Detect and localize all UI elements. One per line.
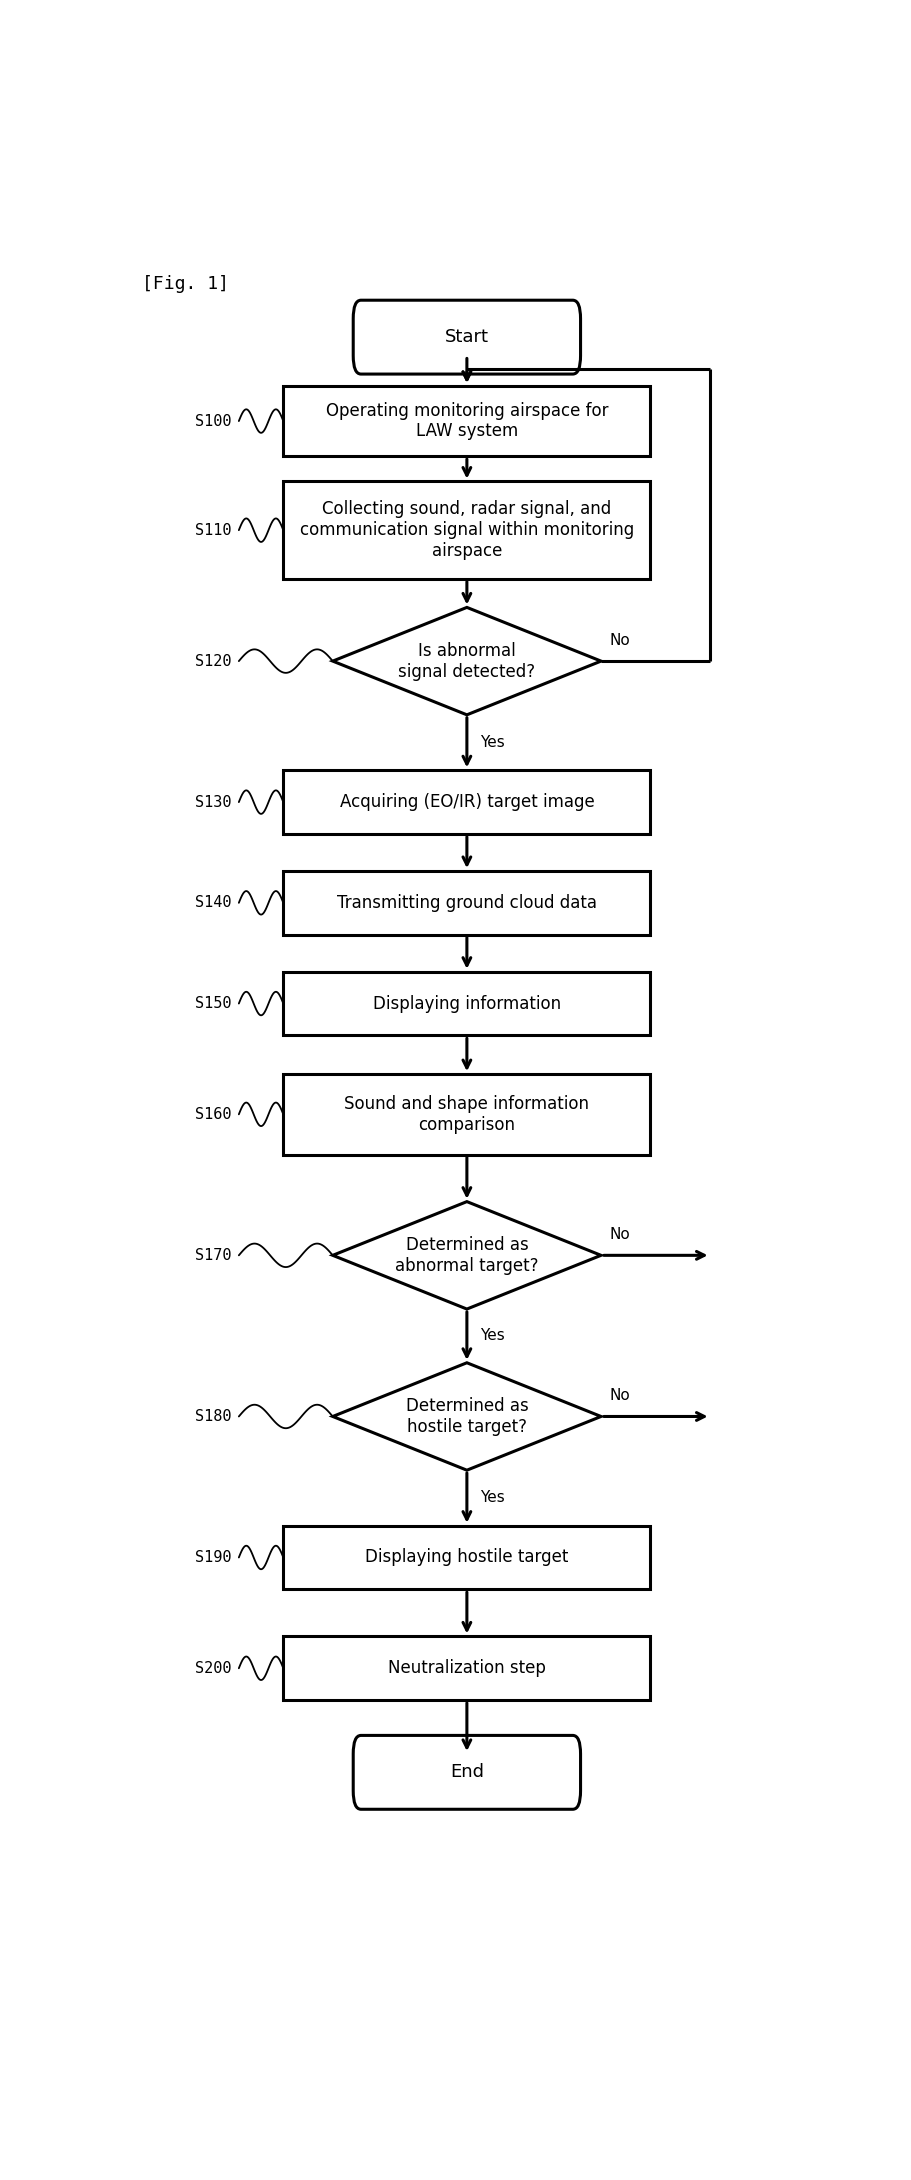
- Text: Transmitting ground cloud data: Transmitting ground cloud data: [337, 894, 597, 911]
- Text: Collecting sound, radar signal, and
communication signal within monitoring
airsp: Collecting sound, radar signal, and comm…: [300, 501, 634, 560]
- Text: Neutralization step: Neutralization step: [388, 1659, 546, 1676]
- Text: S120: S120: [195, 654, 231, 669]
- FancyBboxPatch shape: [353, 1735, 580, 1809]
- Polygon shape: [333, 1201, 601, 1308]
- Text: No: No: [609, 1227, 630, 1243]
- Bar: [283, 386, 650, 456]
- Bar: [283, 482, 650, 580]
- Bar: [283, 770, 650, 835]
- Bar: [283, 1526, 650, 1589]
- Bar: [283, 1637, 650, 1700]
- Text: [Fig. 1]: [Fig. 1]: [142, 275, 229, 292]
- Text: Displaying hostile target: Displaying hostile target: [365, 1548, 568, 1567]
- Text: Displaying information: Displaying information: [373, 994, 561, 1012]
- Text: Determined as
abnormal target?: Determined as abnormal target?: [395, 1236, 538, 1275]
- Text: Determined as
hostile target?: Determined as hostile target?: [405, 1397, 528, 1437]
- Text: Start: Start: [445, 329, 489, 347]
- Text: Yes: Yes: [479, 1491, 505, 1506]
- Text: Sound and shape information
comparison: Sound and shape information comparison: [344, 1094, 589, 1134]
- Text: S100: S100: [195, 414, 231, 429]
- Text: S180: S180: [195, 1408, 231, 1424]
- Text: Yes: Yes: [479, 735, 505, 750]
- Text: Is abnormal
signal detected?: Is abnormal signal detected?: [398, 641, 536, 680]
- Bar: [283, 972, 650, 1036]
- Text: Operating monitoring airspace for
LAW system: Operating monitoring airspace for LAW sy…: [325, 401, 609, 440]
- Bar: [283, 1075, 650, 1155]
- Text: S170: S170: [195, 1247, 231, 1262]
- Polygon shape: [333, 1362, 601, 1469]
- FancyBboxPatch shape: [353, 301, 580, 375]
- Text: S150: S150: [195, 996, 231, 1012]
- Text: Yes: Yes: [479, 1328, 505, 1343]
- Text: S200: S200: [195, 1661, 231, 1676]
- Text: No: No: [609, 632, 630, 647]
- Text: S130: S130: [195, 794, 231, 809]
- Polygon shape: [333, 608, 601, 715]
- Text: End: End: [450, 1764, 484, 1781]
- Text: S140: S140: [195, 896, 231, 911]
- Text: S110: S110: [195, 523, 231, 538]
- Text: Acquiring (EO/IR) target image: Acquiring (EO/IR) target image: [340, 794, 594, 811]
- Text: S160: S160: [195, 1107, 231, 1123]
- Text: S190: S190: [195, 1550, 231, 1565]
- Bar: [283, 872, 650, 935]
- Text: No: No: [609, 1389, 630, 1404]
